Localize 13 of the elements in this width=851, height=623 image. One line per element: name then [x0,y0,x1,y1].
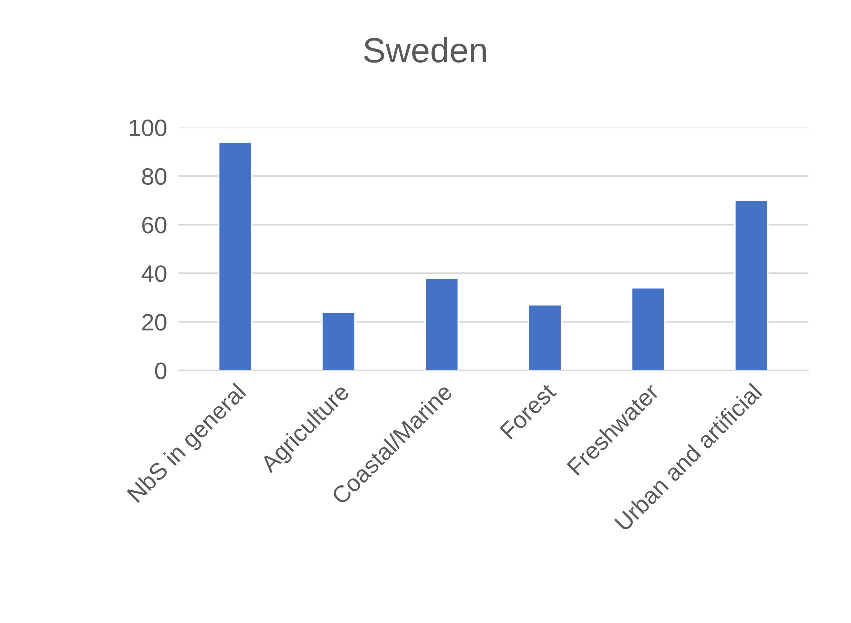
y-tick-label: 60 [142,216,167,234]
y-tick-label: 100 [130,120,167,137]
bar [424,278,460,371]
bar [528,304,562,371]
bar [322,312,356,371]
bar [734,200,769,371]
y-tick-label: 0 [155,362,167,380]
y-tick-label: 40 [142,266,167,282]
y-tick-label: 20 [142,314,167,331]
chart-title: Sweden [364,37,486,63]
bar [631,287,666,371]
bar [218,142,253,371]
y-tick-label: 80 [142,168,167,186]
